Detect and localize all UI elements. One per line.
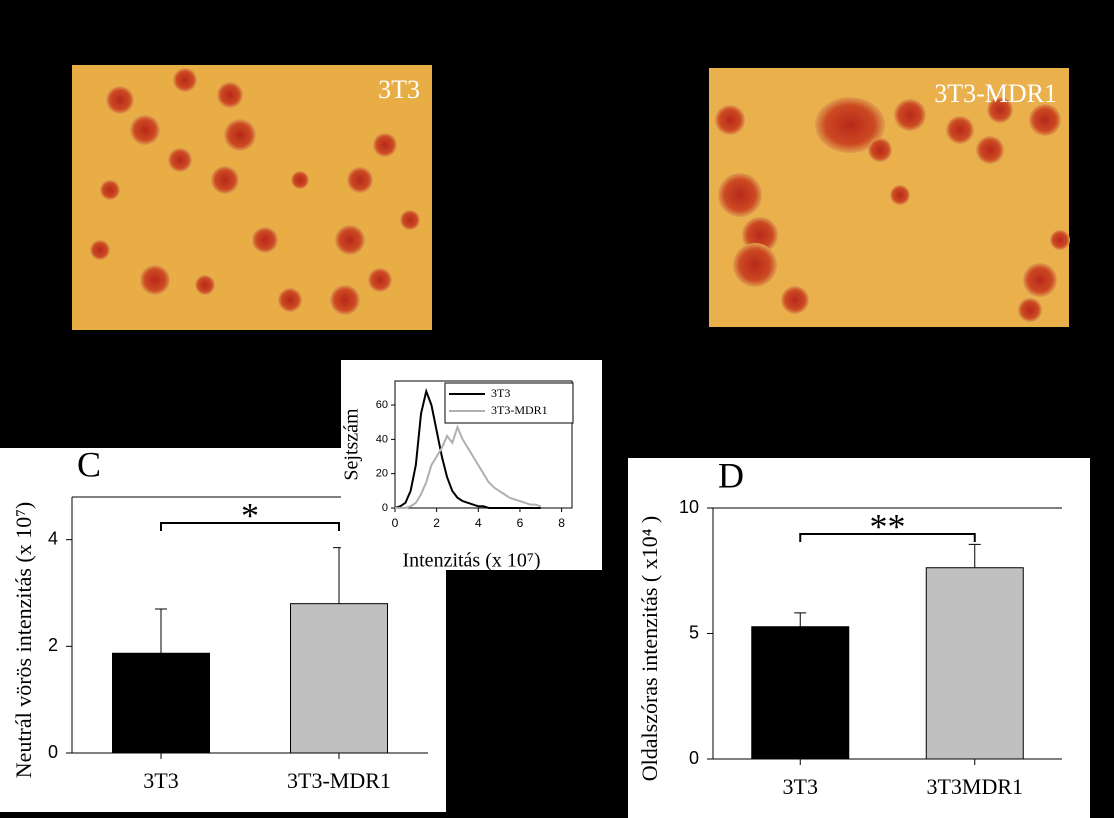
y-tick-label: 2 [48, 635, 58, 655]
panel-label: D [718, 455, 744, 495]
y-axis-label: Neutrál vörös intenzitás (x 10⁷) [11, 502, 36, 778]
y-tick-label: 20 [376, 468, 388, 480]
panel-label: C [77, 444, 101, 484]
y-axis-label: Oldalszóras intenzitás ( x10⁴ ) [637, 516, 662, 781]
image-label: 3T3 [378, 75, 420, 104]
x-tick-label: 4 [475, 516, 482, 530]
error-bar [155, 608, 167, 654]
micrograph-a [72, 65, 432, 330]
significance-bracket [799, 533, 976, 542]
legend-label: 3T3 [491, 386, 510, 400]
y-tick-label: 10 [679, 497, 699, 517]
x-tick-label: 3T3MDR1 [926, 774, 1023, 799]
x-tick-label: 3T3 [783, 774, 818, 799]
x-tick-label: 2 [433, 516, 440, 530]
legend-label: 3T3-MDR1 [491, 403, 548, 417]
y-tick-label: 0 [48, 742, 58, 762]
legend-box [444, 382, 574, 424]
bar [925, 567, 1024, 760]
y-tick-label: 40 [376, 433, 388, 445]
bar [112, 652, 210, 754]
y-tick-label: 60 [376, 399, 388, 411]
bar [290, 603, 388, 754]
x-tick-label: 3T3-MDR1 [287, 768, 391, 793]
y-tick-label: 0 [382, 502, 388, 514]
significance-label: ** [870, 506, 906, 546]
micrograph-b [709, 68, 1070, 327]
x-tick-label: 3T3 [143, 768, 178, 793]
x-axis-label: Intenzitás (x 10⁷) [402, 550, 540, 572]
x-tick-label: 8 [558, 516, 565, 530]
plot-frame [394, 380, 573, 509]
significance-bracket [160, 522, 340, 531]
x-tick-label: 0 [392, 516, 399, 530]
y-tick-label: 5 [689, 622, 699, 642]
error-bar [968, 543, 981, 568]
image-label: 3T3-MDR1 [934, 79, 1057, 108]
x-tick-label: 6 [517, 516, 524, 530]
series-line [394, 387, 541, 509]
y-tick-label: 0 [689, 748, 699, 768]
bar [751, 626, 850, 760]
y-tick-label: 4 [48, 528, 58, 548]
series-line [395, 424, 542, 509]
error-bar [794, 612, 807, 627]
y-axis-label: Sejtszám [341, 408, 363, 481]
significance-label: * [241, 495, 259, 535]
